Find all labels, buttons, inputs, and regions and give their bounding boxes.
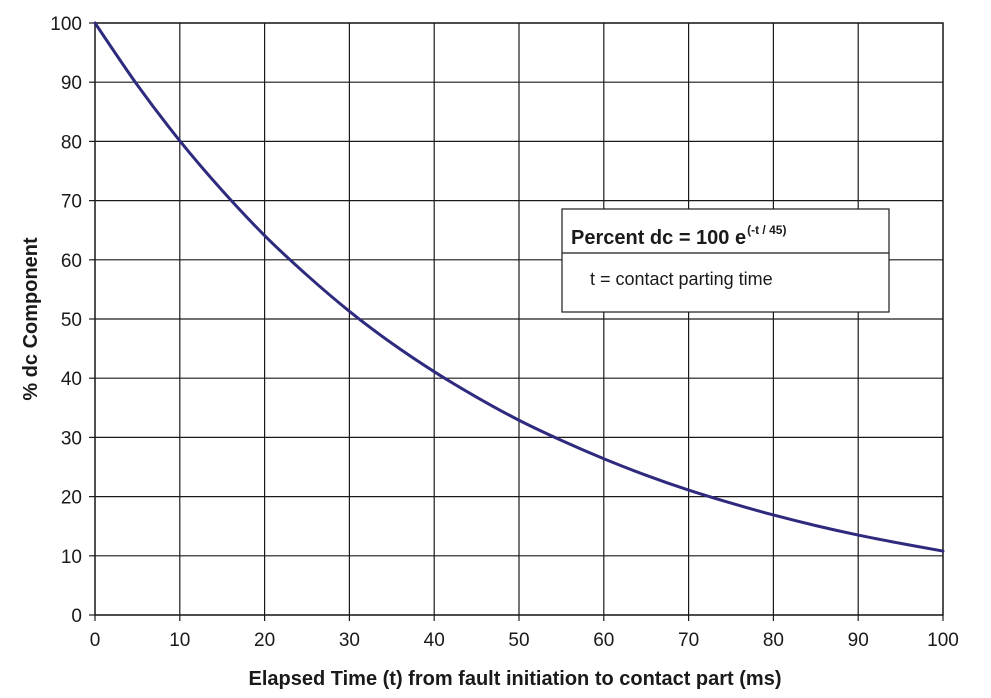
y-tick-label: 60 <box>61 251 82 272</box>
y-tick-label: 40 <box>61 369 82 390</box>
y-tick-label: 70 <box>61 192 82 213</box>
y-tick-label: 10 <box>61 547 82 568</box>
x-tick-label: 70 <box>678 630 699 651</box>
x-tick-label: 100 <box>927 630 959 651</box>
x-tick-label: 90 <box>848 630 869 651</box>
x-tick-label: 20 <box>254 630 275 651</box>
y-tick-label: 20 <box>61 488 82 509</box>
formula-legend: Percent dc = 100 e(-t / 45) t = contact … <box>561 208 890 313</box>
y-axis-title: % dc Component <box>20 237 42 401</box>
x-tick-label: 0 <box>90 630 101 651</box>
x-axis-tick-labels: 0 10 20 30 40 50 60 70 80 90 100 <box>90 630 959 651</box>
axis-ticks <box>89 22 944 621</box>
formula-main: Percent dc = 100 e <box>571 227 746 249</box>
series-layer <box>93 21 945 553</box>
x-tick-label: 60 <box>593 630 614 651</box>
formula-text: Percent dc = 100 e(-t / 45) <box>571 223 786 249</box>
x-tick-label: 40 <box>424 630 445 651</box>
y-tick-label: 0 <box>71 606 82 627</box>
plot-frame <box>94 22 944 616</box>
y-tick-label: 80 <box>61 132 82 153</box>
y-tick-label: 30 <box>61 428 82 449</box>
series-line-0 <box>93 21 945 553</box>
x-tick-label: 80 <box>763 630 784 651</box>
x-tick-label: 50 <box>508 630 529 651</box>
formula-exponent: (-t / 45) <box>747 223 786 237</box>
y-tick-label: 90 <box>61 73 82 94</box>
y-tick-label: 50 <box>61 310 82 331</box>
formula-note: t = contact parting time <box>590 269 773 289</box>
formula-legend-box <box>561 208 890 313</box>
x-tick-label: 10 <box>169 630 190 651</box>
x-tick-label: 30 <box>339 630 360 651</box>
y-axis-tick-labels: 0 10 20 30 40 50 60 70 80 90 100 <box>50 14 82 627</box>
y-tick-label: 100 <box>50 14 82 35</box>
x-axis-title: Elapsed Time (t) from fault initiation t… <box>249 668 782 690</box>
